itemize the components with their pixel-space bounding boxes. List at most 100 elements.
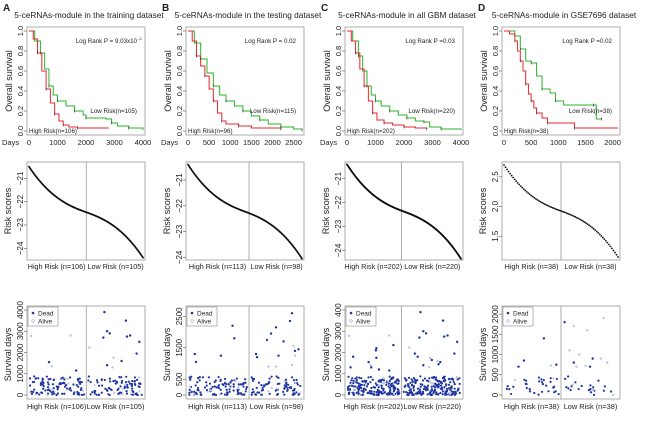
dead-point [375,347,378,350]
dead-point [235,377,238,380]
dead-point [117,392,121,395]
dead-point [188,391,191,394]
x-tick-label: 0 [345,138,349,147]
dead-point [411,380,414,383]
risk-point [589,225,592,228]
dead-point [76,379,80,382]
legend-dead-label: Dead [197,311,213,318]
dead-point [53,392,56,395]
alive-point [584,364,587,368]
dead-point [397,389,400,392]
dead-point [589,391,593,394]
alive-point [369,364,372,367]
dead-point [254,352,258,356]
alive-point [612,393,615,397]
dead-point [378,379,381,382]
dead-point [95,393,98,396]
dead-point [553,391,556,394]
y-tick-label: 0 [16,392,25,397]
risk-point [580,219,583,222]
dead-point [523,378,526,381]
y-tick-label: 0.8 [491,46,500,56]
dead-point [274,389,277,392]
dead-point [454,391,457,395]
alive-point [586,329,589,332]
dead-point [412,389,416,392]
dead-point [391,377,394,380]
dead-point [380,387,383,390]
legend-alive-marker [31,319,35,323]
risk-point [559,209,562,212]
dead-point [357,382,360,385]
dead-point [93,391,96,395]
dead-point [373,386,377,389]
dead-point [51,383,55,386]
risk-point [594,229,597,232]
dead-point [293,389,296,392]
alive-point [121,392,124,396]
alive-point [358,393,361,397]
alive-point [237,386,240,389]
dead-point [89,380,92,384]
dead-point [232,389,235,392]
dead-point [278,382,281,385]
y-tick-label: 500 [175,372,184,386]
dead-point [276,393,279,396]
dead-point [107,393,110,396]
log-rank-pvalue: Log Rank P = 0.02 [245,38,297,45]
dead-point [422,330,425,333]
dead-point [370,386,373,390]
alive-point [50,388,53,391]
y-tick-label: −22 [175,199,184,213]
y-tick-label: 3000 [334,322,343,340]
dead-point [396,378,399,381]
dead-point [237,383,240,386]
y-tick-label: 0.4 [175,86,184,96]
low-risk-label: Low Risk(n=105) [90,108,137,115]
dead-point [376,388,379,392]
dead-point [120,359,123,363]
alive-point [130,392,133,395]
risk-point [568,213,571,216]
risk-point [535,197,537,200]
legend-alive-label: Alive [38,319,52,326]
risk-point [509,172,511,175]
risk-point [612,249,615,252]
y-tick-label: 2.5 [491,171,500,183]
dead-point [41,383,44,386]
y-tick-label: −21 [16,171,25,185]
dead-point [236,388,239,392]
dead-point [75,383,78,387]
dead-point [450,387,453,390]
low-risk-group-label: Low Risk (n=38) [564,402,618,411]
plot-frame [185,161,305,261]
dead-point [61,376,64,379]
risk-point [592,227,595,230]
dead-point [213,380,216,384]
dead-point [609,390,613,393]
dead-point [219,388,222,391]
y-tick-label: 1000 [491,345,500,363]
dead-point [219,378,222,381]
dead-point [421,392,425,395]
y-tick-label: 2.0 [491,200,500,212]
dead-point [537,376,541,379]
dead-point [196,386,200,390]
dead-point [128,382,132,385]
alive-point [45,393,49,397]
dead-point [572,361,575,364]
risk-point [503,164,505,166]
dead-point [375,356,378,360]
dead-point [269,332,273,335]
dead-point [389,389,392,392]
alive-point [267,390,270,393]
dead-point [274,326,278,329]
dead-point [528,390,532,393]
dead-point [413,352,417,355]
dead-point [30,390,33,393]
dead-point [360,377,363,380]
dead-point [35,391,38,394]
dead-point [445,389,449,392]
dead-point [245,385,248,389]
